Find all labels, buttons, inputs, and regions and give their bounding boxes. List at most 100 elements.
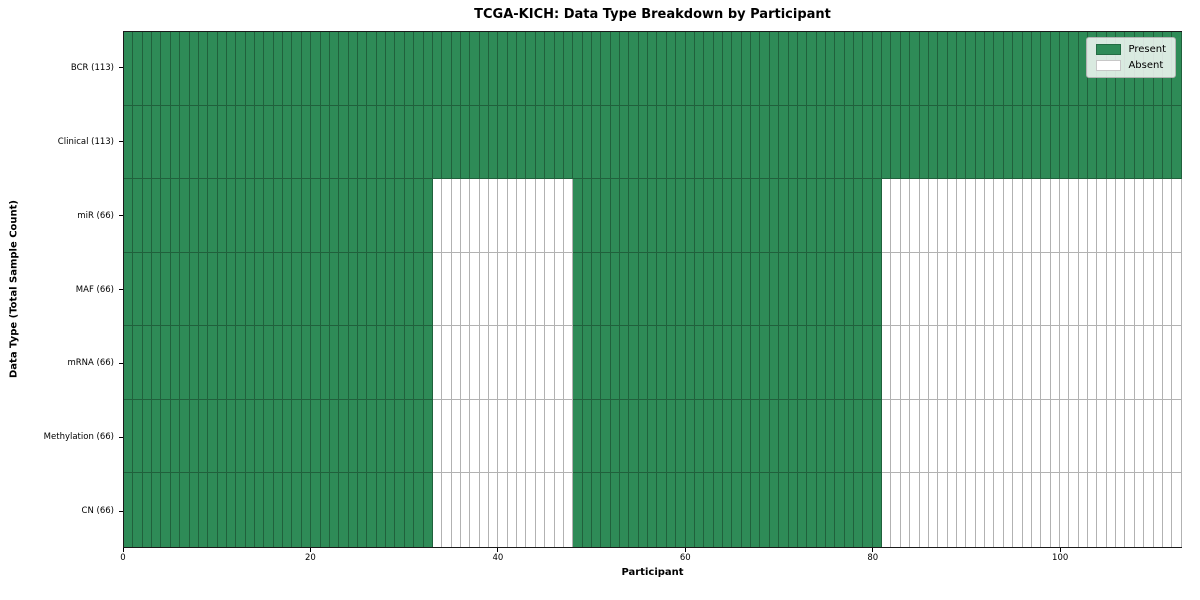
absent-cell <box>1162 399 1173 474</box>
present-cell <box>301 473 312 548</box>
present-cell <box>835 179 845 253</box>
absent-cell <box>1022 473 1032 548</box>
present-cell <box>161 473 171 548</box>
present-cell <box>152 252 162 327</box>
present-cell <box>779 473 789 548</box>
present-cell <box>264 473 274 548</box>
present-cell <box>423 399 433 474</box>
present-cell <box>891 32 901 106</box>
absent-cell <box>470 326 480 400</box>
present-cell <box>591 326 602 400</box>
y-tick-mark <box>118 436 123 438</box>
present-cell <box>629 399 639 474</box>
present-cell <box>264 105 274 180</box>
present-cell <box>142 32 153 106</box>
present-cell <box>124 252 134 327</box>
present-cell <box>226 179 237 253</box>
absent-cell <box>1078 252 1089 327</box>
present-cell <box>386 179 396 253</box>
present-cell <box>573 179 583 253</box>
present-cell <box>142 179 153 253</box>
present-cell <box>283 326 293 400</box>
present-cell <box>395 252 405 327</box>
present-cell <box>376 32 387 106</box>
present-cell <box>395 32 405 106</box>
present-cell <box>788 473 798 548</box>
present-cell <box>414 473 424 548</box>
present-cell <box>208 473 218 548</box>
absent-cell <box>994 252 1004 327</box>
absent-cell <box>545 179 555 253</box>
present-cell <box>769 399 780 474</box>
present-cell <box>236 179 246 253</box>
present-cell <box>170 32 181 106</box>
absent-cell <box>910 179 920 253</box>
present-cell <box>704 473 714 548</box>
present-cell <box>713 326 723 400</box>
x-tick-label: 100 <box>1052 553 1069 563</box>
present-cell <box>732 32 742 106</box>
absent-cell <box>1022 326 1032 400</box>
present-cell <box>844 326 855 400</box>
present-cell <box>854 326 864 400</box>
absent-cell <box>442 473 452 548</box>
present-cell <box>666 179 677 253</box>
present-cell <box>928 32 939 106</box>
absent-cell <box>535 399 546 474</box>
absent-cell <box>900 326 911 400</box>
absent-cell <box>938 252 948 327</box>
present-cell <box>292 32 302 106</box>
present-cell <box>985 32 995 106</box>
present-cell <box>638 32 649 106</box>
absent-cell <box>1153 326 1163 400</box>
present-cell <box>367 32 377 106</box>
absent-cell <box>517 252 527 327</box>
absent-cell <box>1116 179 1126 253</box>
present-cell <box>198 105 209 180</box>
absent-cell <box>1172 179 1182 253</box>
present-cell <box>573 326 583 400</box>
present-cell <box>788 252 798 327</box>
present-cell <box>152 473 162 548</box>
present-cell <box>245 32 256 106</box>
absent-cell <box>882 179 892 253</box>
present-cell <box>245 252 256 327</box>
present-cell <box>414 179 424 253</box>
absent-cell <box>1031 179 1042 253</box>
present-cell <box>217 179 227 253</box>
absent-cell <box>910 326 920 400</box>
absent-cell <box>975 399 986 474</box>
absent-cell <box>1059 179 1070 253</box>
absent-cell <box>526 326 536 400</box>
present-cell <box>872 399 883 474</box>
present-cell <box>226 473 237 548</box>
present-cell <box>1097 105 1107 180</box>
present-cell <box>919 32 929 106</box>
present-cell <box>863 473 873 548</box>
absent-cell <box>470 252 480 327</box>
data-type-row <box>124 32 1182 106</box>
absent-cell <box>489 399 499 474</box>
absent-cell <box>947 179 957 253</box>
absent-cell <box>1144 326 1154 400</box>
present-cell <box>779 179 789 253</box>
absent-cell <box>919 326 929 400</box>
absent-cell <box>1144 473 1154 548</box>
present-cell <box>685 326 695 400</box>
present-cell <box>208 326 218 400</box>
absent-cell <box>470 473 480 548</box>
present-cell <box>816 32 826 106</box>
present-cell <box>807 105 817 180</box>
present-cell <box>142 252 153 327</box>
present-cell <box>414 252 424 327</box>
absent-cell <box>882 326 892 400</box>
present-cell <box>582 326 592 400</box>
absent-cell <box>498 399 508 474</box>
present-cell <box>788 105 798 180</box>
present-cell <box>816 399 826 474</box>
present-cell <box>198 252 209 327</box>
absent-cell <box>554 252 564 327</box>
present-cell <box>741 399 752 474</box>
present-cell <box>320 252 330 327</box>
present-cell <box>133 399 143 474</box>
